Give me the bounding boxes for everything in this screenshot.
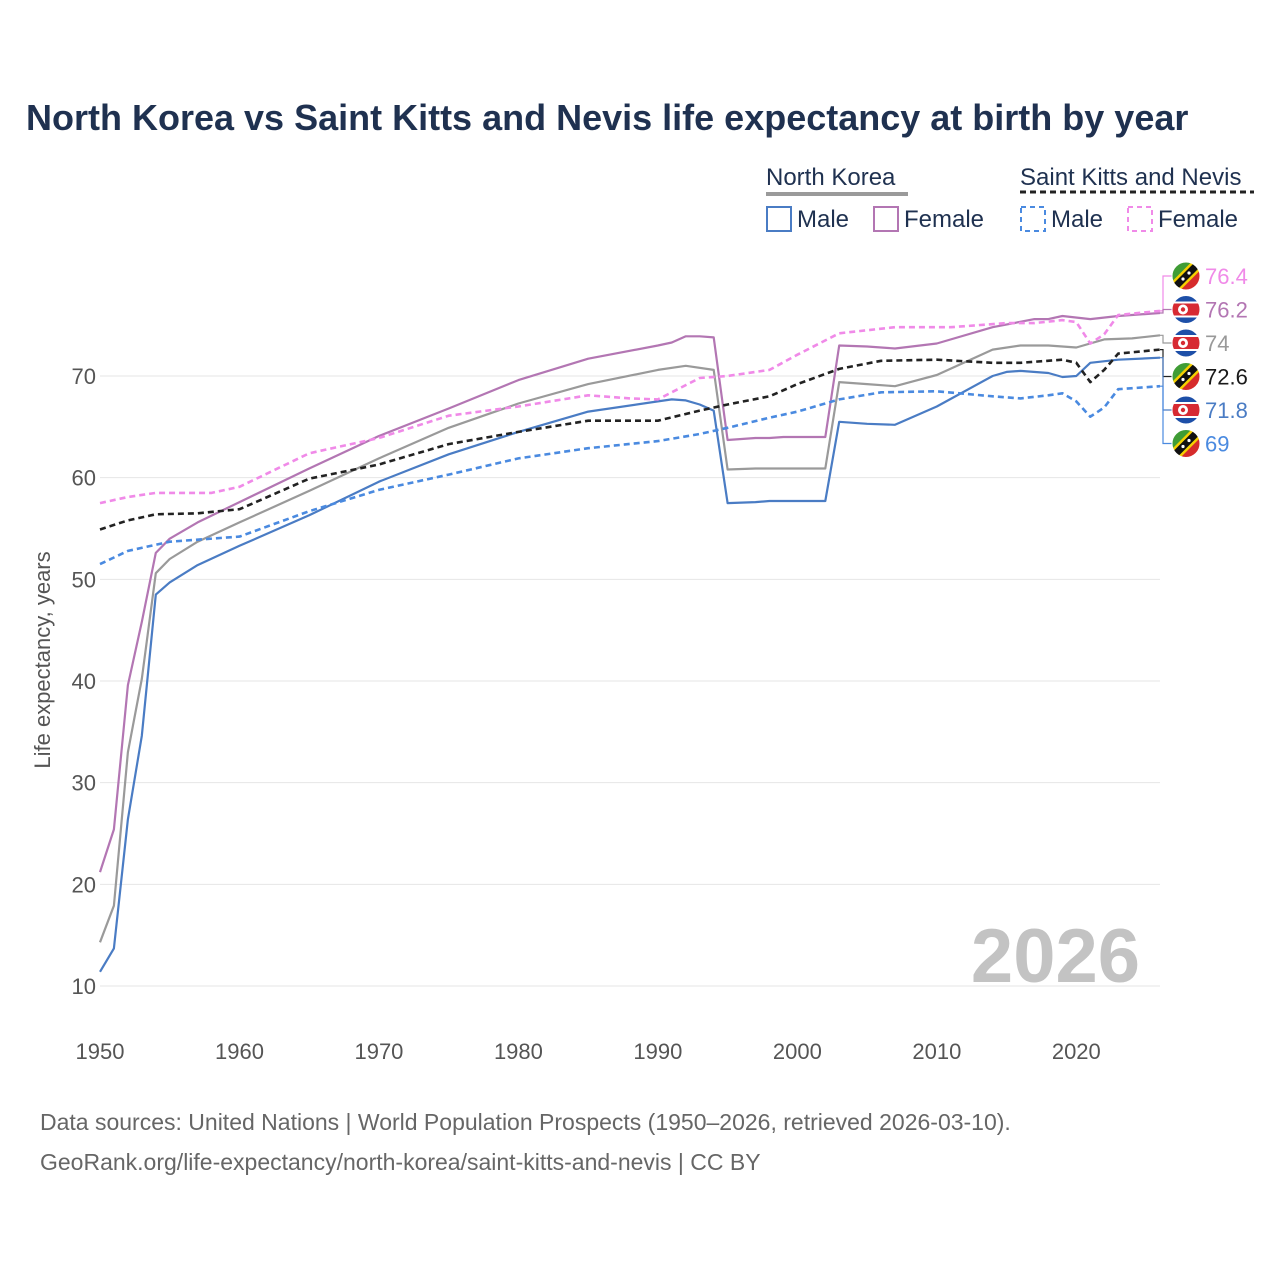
y-tick-label-40: 40 (72, 669, 96, 694)
legend-group-north-korea: North Korea (766, 164, 896, 191)
end-label-connector (1160, 385, 1172, 445)
legend-swatch-saint-kitts-female (1127, 206, 1153, 232)
legend: North Korea Male Female Saint Kitts and … (766, 164, 1254, 233)
y-axis-label: Life expectancy, years (30, 551, 55, 768)
x-axis-ticks: 1950 1960 1970 1980 1990 2000 2010 2020 (76, 1039, 1101, 1064)
end-label-connector (1160, 349, 1172, 378)
x-tick-label-1950: 1950 (76, 1039, 125, 1064)
y-tick-label-20: 20 (72, 872, 96, 897)
series-line-saint-kitts-and-nevis-male (99, 384, 1161, 566)
end-label-value: 71.8 (1205, 398, 1248, 423)
end-labels: 76.4 76.2 74 72.6 71.8 69 (1160, 261, 1248, 458)
y-axis-ticks: 10 20 30 40 50 60 70 (72, 364, 96, 999)
series-line-saint-kitts-and-nevis-female (99, 309, 1161, 505)
series-line-north-korea-female (98, 311, 1161, 873)
x-tick-label-1990: 1990 (633, 1039, 682, 1064)
end-label-connector (1160, 334, 1172, 344)
north-korea-flag-icon (1171, 395, 1201, 425)
end-label-value: 76.2 (1205, 298, 1248, 323)
source-line-1: Data sources: United Nations | World Pop… (40, 1109, 1011, 1135)
x-tick-label-1960: 1960 (215, 1039, 264, 1064)
series-line-saint-kitts-and-nevis-total (99, 348, 1161, 531)
legend-group-saint-kitts: Saint Kitts and Nevis (1020, 164, 1241, 191)
x-tick-label-1970: 1970 (354, 1039, 403, 1064)
saint-kitts-and-nevis-flag-icon (1171, 429, 1201, 458)
y-tick-label-60: 60 (72, 466, 96, 491)
legend-label-saint-kitts-male: Male (1051, 206, 1103, 233)
north-korea-flag-icon (1171, 295, 1201, 324)
series-line-north-korea-male (99, 356, 1161, 973)
end-label-connector (1160, 357, 1172, 411)
chart-title: North Korea vs Saint Kitts and Nevis lif… (26, 97, 1188, 138)
end-label-value: 72.6 (1205, 365, 1248, 390)
series-line-north-korea-total (98, 334, 1161, 943)
end-label-value: 76.4 (1205, 264, 1248, 289)
legend-label-saint-kitts-female: Female (1158, 206, 1238, 233)
series-lines (98, 309, 1161, 973)
north-korea-flag-icon (1171, 328, 1201, 358)
y-tick-label-70: 70 (72, 364, 96, 389)
grid (100, 375, 1160, 987)
x-tick-label-2020: 2020 (1052, 1039, 1101, 1064)
x-tick-label-1980: 1980 (494, 1039, 543, 1064)
y-tick-label-10: 10 (72, 974, 96, 999)
end-label-value: 74 (1205, 331, 1229, 356)
legend-swatch-north-korea-male (766, 206, 792, 232)
legend-label-north-korea-female: Female (904, 206, 984, 233)
source-line-2: GeoRank.org/life-expectancy/north-korea/… (40, 1149, 761, 1175)
end-label-connector (1160, 308, 1172, 314)
legend-label-north-korea-male: Male (797, 206, 849, 233)
end-label-value: 69 (1205, 432, 1229, 457)
x-tick-label-2010: 2010 (912, 1039, 961, 1064)
saint-kitts-and-nevis-flag-icon (1171, 261, 1201, 291)
end-label-connector (1160, 275, 1172, 312)
x-tick-label-2000: 2000 (773, 1039, 822, 1064)
year-watermark: 2026 (971, 914, 1140, 999)
legend-swatch-saint-kitts-male (1020, 206, 1046, 232)
y-tick-label-50: 50 (72, 567, 96, 592)
saint-kitts-and-nevis-flag-icon (1171, 362, 1201, 391)
y-tick-label-30: 30 (72, 771, 96, 796)
legend-swatch-north-korea-female (873, 206, 899, 232)
